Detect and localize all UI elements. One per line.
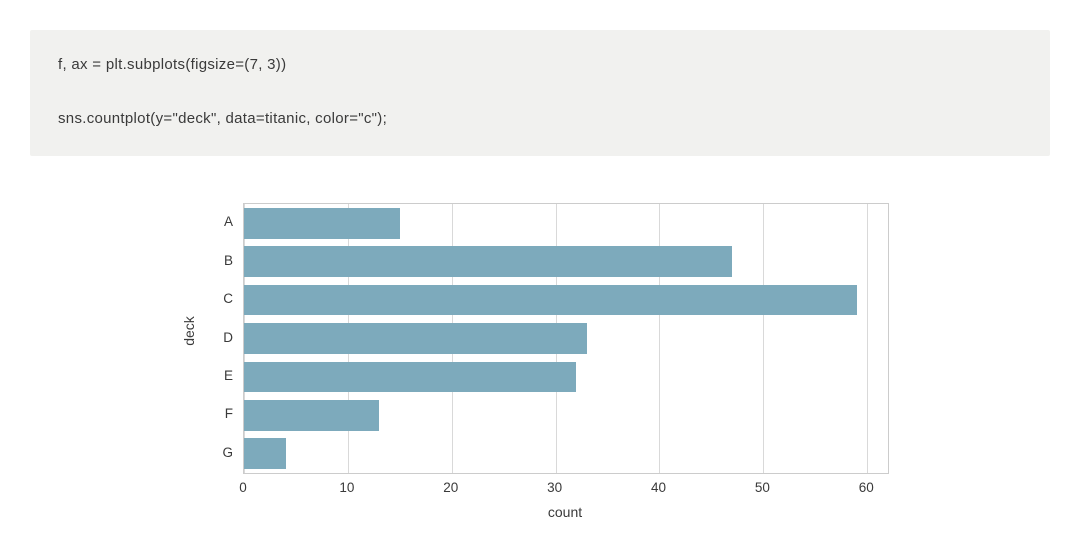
x-tick-label-10: 10 bbox=[339, 480, 355, 495]
y-tick-label-A: A bbox=[223, 214, 233, 230]
y-tick-label-D: D bbox=[223, 329, 233, 345]
x-tick-label-0: 0 bbox=[239, 480, 247, 495]
x-tick-label-50: 50 bbox=[754, 480, 770, 495]
x-axis-label: count bbox=[547, 504, 583, 520]
code-line-1: f, ax = plt.subplots(figsize=(7, 3)) bbox=[58, 56, 287, 73]
bar-B bbox=[244, 246, 733, 277]
y-tick-label-B: B bbox=[223, 252, 233, 268]
x-tick-label-20: 20 bbox=[443, 480, 459, 495]
y-tick-label-G: G bbox=[222, 444, 233, 460]
bar-F bbox=[244, 399, 380, 431]
gridline-50 bbox=[763, 204, 765, 473]
gridline-60 bbox=[867, 204, 869, 473]
plot-area bbox=[243, 203, 889, 474]
countplot-chart: deck A B C D E F G 0 10 20 30 40 50 60 count bbox=[181, 203, 889, 520]
x-tick-label-30: 30 bbox=[547, 480, 563, 495]
y-tick-label-C: C bbox=[223, 291, 233, 307]
bar-C bbox=[244, 284, 857, 316]
y-axis-label: deck bbox=[181, 316, 197, 346]
x-tick-label-40: 40 bbox=[650, 480, 666, 495]
bar-G bbox=[244, 438, 286, 470]
code-block: f, ax = plt.subplots(figsize=(7, 3)) sns… bbox=[30, 30, 1050, 156]
bar-D bbox=[244, 323, 587, 354]
y-tick-label-E: E bbox=[223, 367, 233, 383]
y-tick-label-F: F bbox=[224, 406, 233, 422]
bar-A bbox=[244, 207, 400, 239]
x-tick-label-60: 60 bbox=[858, 480, 874, 495]
gridline-40 bbox=[659, 204, 661, 473]
code-line-2: sns.countplot(y="deck", data=titanic, co… bbox=[58, 110, 388, 127]
bar-E bbox=[244, 361, 577, 393]
